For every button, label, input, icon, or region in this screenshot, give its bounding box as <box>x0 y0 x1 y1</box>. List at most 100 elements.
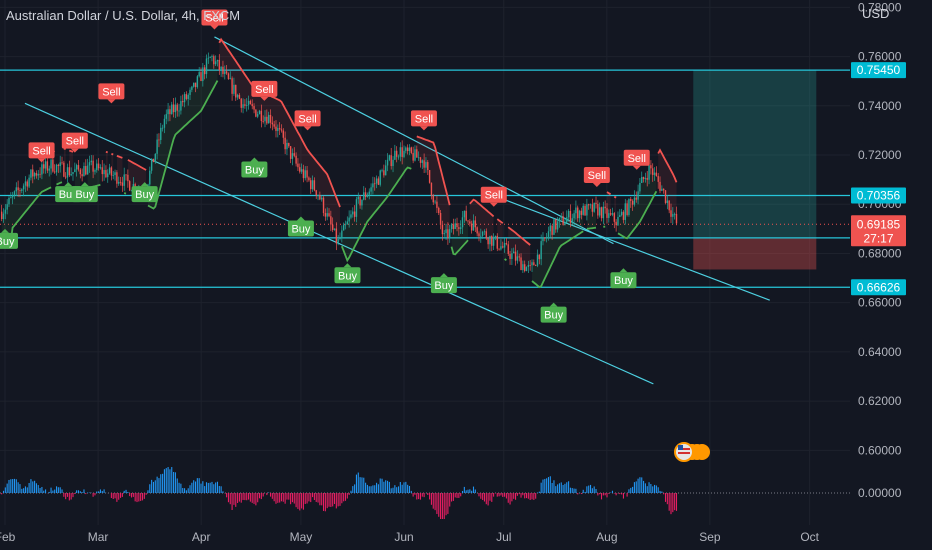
candle-body <box>496 235 498 249</box>
price-axis[interactable]: 0.780000.760000.740000.720000.700000.680… <box>850 0 932 550</box>
candle-body <box>182 101 184 103</box>
signal-label-sell <box>294 110 321 127</box>
candle-body <box>589 204 592 206</box>
signal-label-sell <box>61 132 88 149</box>
candle-body <box>176 104 178 111</box>
price-axis-bg <box>850 0 932 550</box>
candle-body <box>189 89 191 95</box>
candle-body <box>41 164 43 175</box>
supertrend-line <box>340 166 412 263</box>
candle-body <box>553 219 555 235</box>
signal-label-sell <box>410 110 437 127</box>
candle-body <box>108 167 111 174</box>
supertrend-line <box>105 150 108 154</box>
level-price-tag[interactable] <box>851 279 906 296</box>
candle-body <box>273 124 275 127</box>
candle-body <box>123 174 125 186</box>
signal-label-sell <box>201 9 228 26</box>
level-price-tag[interactable] <box>851 187 906 204</box>
supertrend-line <box>127 159 147 171</box>
time-axis[interactable]: Feb Mar Apr May Jun Jul Aug Sep Oct <box>0 525 850 550</box>
profit-zone[interactable] <box>693 70 817 238</box>
candle-body <box>397 156 400 158</box>
candle-body <box>112 175 114 176</box>
candle-body <box>178 110 180 112</box>
candle-body <box>187 94 189 99</box>
candle-body <box>275 126 277 131</box>
candle-body <box>167 109 169 115</box>
candle-body <box>335 228 338 244</box>
signal-text: Sell <box>415 113 433 125</box>
currency-label[interactable]: USD <box>862 6 890 21</box>
candle-body <box>77 165 80 170</box>
candle-body <box>624 203 626 220</box>
signal-text: Buy <box>544 310 563 322</box>
candle-body <box>544 237 546 239</box>
position-box[interactable] <box>693 70 817 270</box>
signal-label-buy <box>241 161 268 178</box>
signals: Buy Sell Sell Buy Buy Sell Buy Sell Sell Buy Sell B… <box>0 9 650 323</box>
candle-body <box>180 101 182 111</box>
candle-body <box>304 170 306 179</box>
candle-body <box>637 191 639 200</box>
trend-channel[interactable] <box>24 36 770 385</box>
candle-body <box>317 195 319 196</box>
current-price-tag[interactable] <box>851 215 906 247</box>
candle-body <box>194 82 197 88</box>
candle-body <box>278 128 281 130</box>
trend-line-lower[interactable] <box>24 102 654 385</box>
candle-body <box>33 173 36 177</box>
event-flag[interactable] <box>674 442 710 462</box>
candle-body <box>310 180 312 190</box>
candle-body <box>659 181 661 191</box>
candle-body <box>10 197 12 199</box>
candle-body <box>97 163 100 169</box>
supertrend-fill <box>69 150 73 176</box>
candle-body <box>584 205 586 216</box>
candle-body <box>653 172 656 175</box>
candle-body <box>474 220 477 228</box>
candle-body <box>128 181 131 191</box>
candle-body <box>617 216 619 226</box>
candle-body <box>485 231 487 239</box>
candle-body <box>562 216 564 225</box>
candle-body <box>277 128 279 131</box>
candle-body <box>43 164 45 169</box>
level-price-tag[interactable] <box>851 62 906 79</box>
candle-body <box>520 257 522 271</box>
candle-body <box>118 181 120 184</box>
candle-body <box>363 192 365 200</box>
candle-body <box>154 153 156 163</box>
candle-body <box>465 210 467 221</box>
signal-pointer <box>250 157 259 162</box>
candle-body <box>37 173 39 176</box>
candle-body <box>255 109 257 117</box>
candle-body <box>672 214 674 217</box>
trend-line-middle[interactable] <box>496 196 770 301</box>
signal-pointer <box>64 182 73 187</box>
candle-body <box>83 166 85 177</box>
supertrend-fill <box>508 227 531 272</box>
signal-label-buy <box>0 232 18 249</box>
candle-body <box>375 178 378 184</box>
loss-zone[interactable] <box>693 237 817 270</box>
candle-body <box>337 239 339 244</box>
candle-body <box>578 210 581 219</box>
candle-body <box>35 173 38 176</box>
candle-body <box>11 195 14 198</box>
supertrend-fill <box>416 136 450 239</box>
candle-body <box>50 159 52 169</box>
candle-body <box>48 168 50 171</box>
symbol-title[interactable]: Australian Dollar / U.S. Dollar, 4h, FXC… <box>6 8 241 23</box>
signal-label-sell <box>251 80 278 97</box>
candle-body <box>262 121 264 122</box>
candle-body <box>390 155 392 167</box>
candle-body <box>670 210 672 217</box>
current-price-text: 0.69185 <box>857 217 901 231</box>
x-tick-label: Jul <box>496 530 511 544</box>
trend-line-upper[interactable] <box>214 36 614 245</box>
signal-label-buy <box>334 267 361 284</box>
candle-body <box>341 230 343 239</box>
signal-text: Sell <box>298 113 316 125</box>
